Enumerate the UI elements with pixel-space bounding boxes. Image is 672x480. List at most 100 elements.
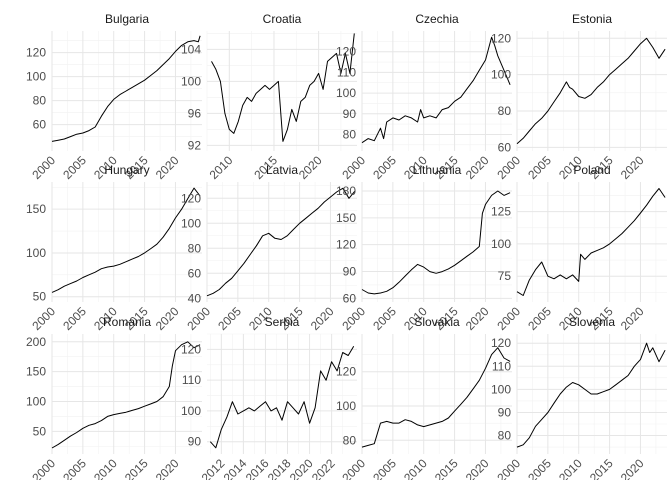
x-tick-label: 2000 — [494, 456, 523, 480]
y-tick-label: 90 — [343, 265, 357, 279]
x-tick-label: 2000 — [29, 304, 58, 333]
x-tick-label: 2015 — [587, 456, 616, 480]
y-tick-label: 104 — [181, 42, 201, 56]
x-tick-label: 2005 — [370, 153, 399, 182]
panel-title: Latvia — [266, 163, 298, 177]
panel-slovenia: Slovenia 80 90 100 110 120 2000 2005 2010 2015 202… — [491, 315, 667, 480]
panel-poland-grid — [516, 182, 667, 302]
y-tick-label: 90 — [498, 405, 512, 419]
x-tick-label: 2015 — [432, 456, 461, 480]
x-tick-label: 2000 — [494, 153, 523, 182]
y-tick-label: 100 — [491, 237, 511, 251]
x-tick-label: 2020 — [296, 153, 325, 182]
x-tick-label: 2020 — [618, 456, 647, 480]
y-tick-label: 120 — [491, 336, 511, 350]
panel-title: Bulgaria — [105, 12, 149, 26]
panel-romania: Romania 50 100 150 200 2000 2005 2010 2015 2020 — [26, 315, 202, 480]
panel-title: Poland — [573, 163, 610, 177]
y-tick-label: 50 — [33, 290, 47, 304]
panel-latvia-grid — [206, 182, 357, 302]
x-tick-label: 2020 — [308, 304, 337, 333]
panel-title: Romania — [103, 315, 151, 329]
y-tick-label: 80 — [498, 429, 512, 443]
series-line-croatia — [211, 33, 355, 142]
y-tick-label: 90 — [188, 435, 202, 449]
y-tick-label: 90 — [343, 107, 357, 121]
y-tick-label: 120 — [26, 46, 46, 60]
y-tick-label: 96 — [188, 106, 202, 120]
x-tick-label: 2010 — [207, 153, 236, 182]
panel-czechia-grid — [361, 31, 512, 151]
y-tick-label: 60 — [188, 266, 202, 280]
panel-serbia-grid — [207, 333, 357, 454]
panel-estonia-grid — [516, 31, 667, 151]
series-line-slovenia — [516, 342, 666, 448]
series-line-estonia — [516, 37, 666, 145]
panel-title: Estonia — [572, 12, 612, 26]
y-tick-label: 200 — [26, 335, 46, 349]
x-tick-label: 2005 — [525, 153, 554, 182]
y-tick-label: 120 — [181, 342, 201, 356]
x-tick-label: 2005 — [60, 456, 89, 480]
y-tick-label: 50 — [33, 424, 47, 438]
x-tick-label: 2000 — [339, 456, 368, 480]
y-tick-label: 100 — [26, 70, 46, 84]
x-tick-label: 2000 — [29, 153, 58, 182]
x-tick-label: 2010 — [91, 456, 120, 480]
y-tick-label: 120 — [491, 31, 511, 45]
x-tick-label: 2000 — [184, 304, 213, 333]
panel-serbia: Serbia9010011012020122014201620182020202… — [181, 315, 357, 480]
panel-slovakia: Slovakia 80 100 120 2000 2005 2010 2015 2020 — [336, 315, 512, 480]
y-tick-label: 125 — [491, 205, 511, 219]
series-line-hungary — [51, 187, 201, 293]
panel-title: Slovenia — [569, 315, 615, 329]
y-tick-label: 80 — [188, 241, 202, 255]
panel-bulgaria-grid — [51, 31, 202, 151]
x-tick-label: 2020 — [153, 304, 182, 333]
x-tick-label: 2020 — [618, 304, 647, 333]
y-tick-label: 80 — [33, 94, 47, 108]
series-line-romania — [51, 341, 201, 449]
y-tick-label: 92 — [188, 138, 202, 152]
y-tick-label: 110 — [492, 359, 511, 373]
panel-hungary-grid — [51, 182, 202, 302]
y-tick-label: 60 — [33, 118, 47, 132]
y-tick-label: 180 — [336, 184, 356, 198]
y-tick-label: 100 — [336, 399, 356, 413]
x-tick-label: 2020 — [153, 456, 182, 480]
y-tick-label: 60 — [498, 140, 512, 154]
x-tick-label: 2005 — [525, 304, 554, 333]
y-tick-label: 100 — [181, 74, 201, 88]
y-tick-label: 100 — [181, 404, 201, 418]
x-tick-label: 2005 — [370, 304, 399, 333]
y-tick-label: 75 — [498, 269, 512, 283]
y-tick-label: 100 — [491, 382, 511, 396]
series-line-slovakia — [361, 347, 511, 448]
y-tick-label: 80 — [343, 127, 357, 141]
x-tick-label: 2020 — [618, 153, 647, 182]
x-tick-label: 2005 — [525, 456, 554, 480]
y-tick-label: 110 — [182, 373, 201, 387]
x-tick-label: 2020 — [463, 304, 492, 333]
y-tick-label: 80 — [498, 104, 512, 118]
y-tick-label: 150 — [26, 202, 46, 216]
x-tick-label: 2005 — [60, 153, 89, 182]
x-tick-label: 2000 — [339, 153, 368, 182]
series-line-poland — [516, 188, 666, 296]
x-tick-label: 2015 — [122, 456, 151, 480]
x-tick-label: 2020 — [463, 153, 492, 182]
x-tick-label: 2020 — [463, 456, 492, 480]
y-tick-label: 120 — [181, 191, 201, 205]
x-tick-label: 2005 — [370, 456, 399, 480]
series-line-czechia — [361, 36, 511, 144]
y-tick-label: 100 — [336, 86, 356, 100]
y-tick-label: 80 — [343, 433, 357, 447]
y-tick-label: 120 — [336, 238, 356, 252]
panel-slovakia-grid — [361, 334, 512, 454]
panel-slovenia-grid — [516, 334, 667, 454]
